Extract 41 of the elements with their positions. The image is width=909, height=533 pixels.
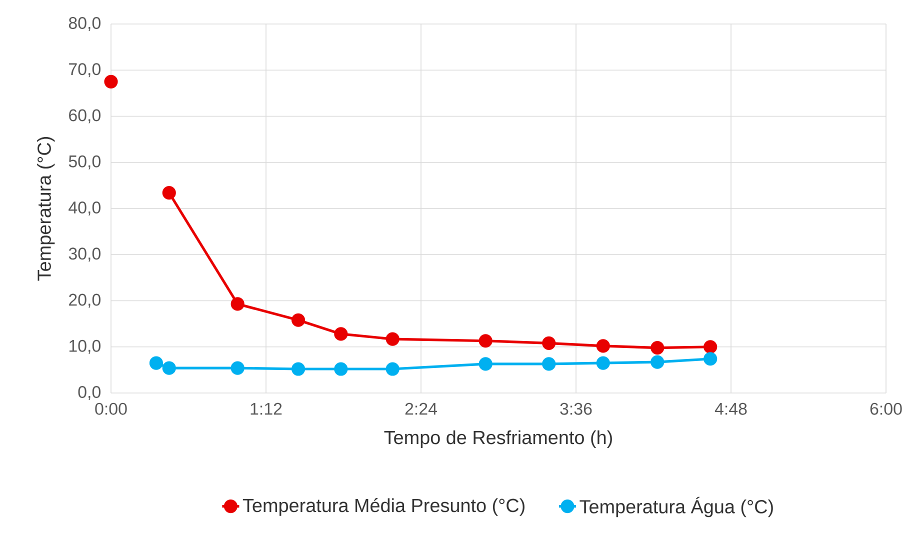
point: [292, 313, 306, 327]
x-tick-label: 1:12: [250, 402, 282, 415]
point: [542, 336, 556, 350]
y-tick-label: 60,0: [69, 109, 100, 124]
point: [386, 362, 400, 376]
point: [650, 355, 664, 369]
point: [478, 334, 492, 348]
y-tick-label: 20,0: [69, 294, 100, 308]
y-tick-label: 40,0: [68, 202, 100, 216]
x-tick-label: 2:24: [405, 402, 437, 415]
point: [596, 339, 610, 353]
x-tick-label: 4:48: [714, 402, 747, 415]
legend-label: Temperatura Média Presunto (°C): [242, 498, 524, 516]
point: [704, 340, 718, 354]
y-tick-label: 70,0: [69, 63, 100, 78]
x-tick-label: 6:00: [870, 402, 902, 415]
point: [334, 327, 348, 341]
point: [386, 332, 400, 346]
y-axis-title: Temperatura (°C): [37, 137, 55, 281]
y-tick-label: 0,0: [78, 386, 101, 400]
y-tick-label: 50,0: [68, 155, 100, 170]
y-tick-label: 10,0: [69, 340, 100, 354]
point: [162, 186, 176, 200]
y-tick-label: 30,0: [68, 248, 100, 262]
point: [149, 356, 164, 370]
point: [542, 357, 556, 371]
point: [292, 362, 306, 376]
point: [596, 356, 610, 370]
legend-label: Temperatura Água (°C): [580, 496, 773, 518]
point: [650, 341, 664, 355]
point: [478, 357, 492, 371]
point: [230, 297, 244, 311]
point: [334, 362, 348, 376]
x-tick-label: 0:00: [95, 402, 127, 415]
point: [230, 361, 244, 375]
x-axis-title: Tempo de Resfriamento (h): [384, 430, 612, 448]
x-tick-label: 3:36: [560, 402, 592, 415]
point: [104, 74, 118, 88]
point: [704, 352, 718, 366]
point: [162, 361, 176, 375]
y-tick-label: 80,0: [68, 17, 100, 32]
